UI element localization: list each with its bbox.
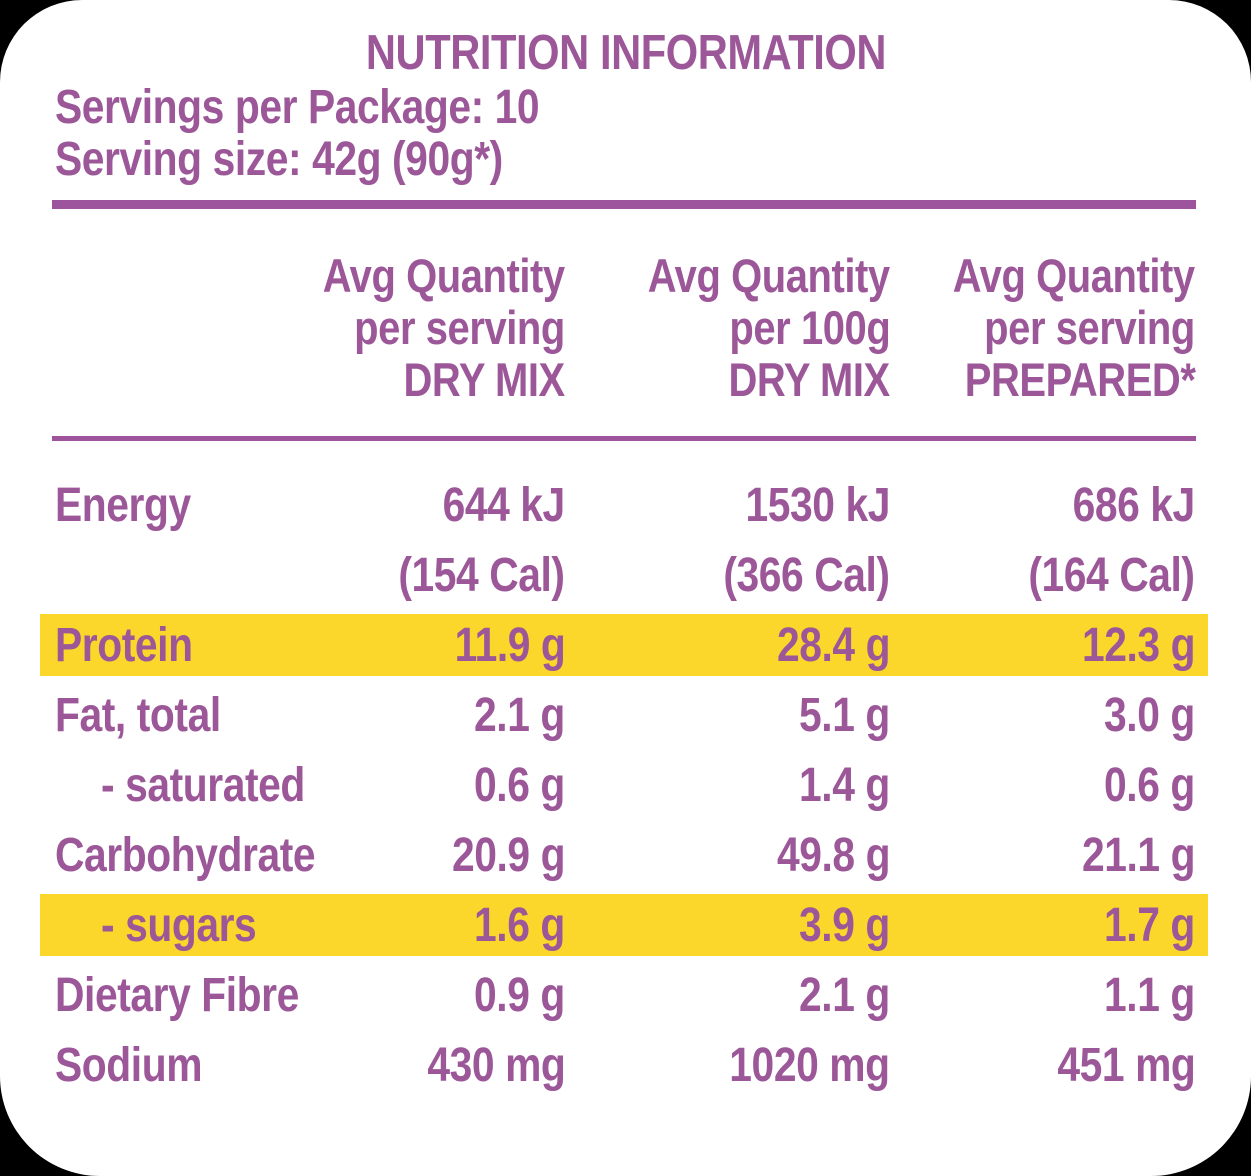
row-fat-total: Fat, total 2.1 g 5.1 g 3.0 g — [40, 680, 1208, 750]
row-value: 451 mg — [1056, 1038, 1195, 1092]
row-value: 28.4 g — [776, 618, 891, 672]
row-saturated: - saturated 0.6 g 1.4 g 0.6 g — [40, 750, 1208, 820]
divider-thick — [52, 200, 1196, 209]
row-protein: Protein 11.9 g 28.4 g 12.3 g — [40, 610, 1208, 680]
row-value: 0.9 g — [474, 968, 565, 1022]
row-value: 1.6 g — [474, 898, 565, 952]
column-header-per-serving-prepared: Avg Quantity per serving PREPARED* — [952, 249, 1195, 406]
row-carbohydrate: Carbohydrate 20.9 g 49.8 g 21.1 g — [40, 820, 1208, 890]
row-value: (164 Cal) — [1028, 548, 1196, 602]
serving-size: Serving size: 42g (90g*) — [55, 136, 582, 184]
row-value: 11.9 g — [454, 618, 565, 672]
row-value: 1.1 g — [1104, 968, 1195, 1022]
row-energy-kj: Energy 644 kJ 1530 kJ 686 kJ — [40, 470, 1208, 540]
row-label: - sugars — [101, 898, 257, 952]
row-value: 686 kJ — [1072, 478, 1196, 532]
row-value: 1530 kJ — [745, 478, 890, 532]
row-value: 1.4 g — [799, 758, 890, 812]
row-label: Dietary Fibre — [55, 968, 299, 1022]
column-header-per-100g-dry-mix: Avg Quantity per 100g DRY MIX — [647, 249, 890, 406]
row-label: Energy — [55, 478, 191, 532]
row-value: 2.1 g — [474, 688, 565, 742]
row-value: 0.6 g — [1104, 758, 1195, 812]
row-label: - saturated — [101, 758, 305, 812]
row-value: (366 Cal) — [723, 548, 891, 602]
row-label — [55, 540, 310, 610]
row-value: (154 Cal) — [398, 548, 566, 602]
row-label: Sodium — [55, 1038, 203, 1092]
servings-per-package-text: Servings per Package: 10 — [55, 81, 540, 134]
row-label: Protein — [55, 618, 193, 672]
row-value: 20.9 g — [451, 828, 566, 882]
row-value: 0.6 g — [474, 758, 565, 812]
column-headers: Avg Quantity per serving DRY MIX Avg Qua… — [40, 250, 1208, 406]
row-value: 5.1 g — [799, 688, 890, 742]
row-energy-cal: (154 Cal) (366 Cal) (164 Cal) — [40, 540, 1208, 610]
page-title-text: NUTRITION INFORMATION — [365, 26, 886, 80]
row-value: 644 kJ — [442, 478, 566, 532]
divider-thin — [52, 436, 1196, 441]
row-value: 2.1 g — [799, 968, 890, 1022]
row-sugars: - sugars 1.6 g 3.9 g 1.7 g — [40, 890, 1208, 960]
header-spacer — [55, 250, 310, 406]
row-label: Carbohydrate — [55, 828, 316, 882]
row-value: 3.9 g — [799, 898, 890, 952]
row-value: 21.1 g — [1081, 828, 1196, 882]
servings-per-package: Servings per Package: 10 — [55, 84, 625, 132]
row-value: 430 mg — [426, 1038, 565, 1092]
row-value: 49.8 g — [776, 828, 891, 882]
page-title: NUTRITION INFORMATION — [0, 28, 1251, 78]
column-header-per-serving-dry-mix: Avg Quantity per serving DRY MIX — [322, 249, 565, 406]
row-dietary-fibre: Dietary Fibre 0.9 g 2.1 g 1.1 g — [40, 960, 1208, 1030]
row-value: 1.7 g — [1104, 898, 1195, 952]
row-label: Fat, total — [55, 688, 221, 742]
serving-size-text: Serving size: 42g (90g*) — [55, 133, 503, 186]
row-value: 1020 mg — [729, 1038, 891, 1092]
row-value: 12.3 g — [1081, 618, 1196, 672]
row-value: 3.0 g — [1104, 688, 1195, 742]
row-sodium: Sodium 430 mg 1020 mg 451 mg — [40, 1030, 1208, 1100]
nutrition-table: Energy 644 kJ 1530 kJ 686 kJ (154 Cal) (… — [0, 470, 1251, 1100]
